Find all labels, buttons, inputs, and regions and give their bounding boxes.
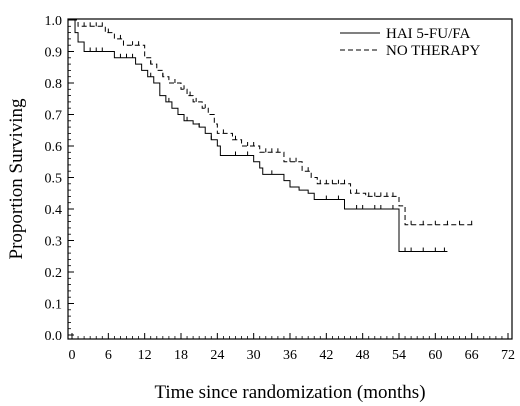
x-tick-label: 12	[138, 348, 152, 363]
y-tick-label: 0.7	[45, 109, 63, 124]
x-tick-label: 42	[319, 348, 333, 363]
y-tick-label: 0.2	[45, 266, 63, 281]
x-tick-label: 36	[283, 348, 297, 363]
legend: HAI 5-FU/FA NO THERAPY	[340, 26, 480, 59]
x-tick-label: 72	[501, 348, 515, 363]
x-tick-label: 66	[465, 348, 479, 363]
x-tick-label: 54	[392, 348, 406, 363]
y-tick-label: 0.0	[45, 329, 63, 344]
x-tick-label: 48	[356, 348, 370, 363]
x-tick-label: 6	[105, 348, 112, 363]
legend-label-hai: HAI 5-FU/FA	[386, 26, 470, 42]
y-tick-label: 0.5	[45, 172, 63, 187]
x-tick-label: 0	[69, 348, 76, 363]
plot-area	[67, 18, 513, 340]
y-tick-label: 0.9	[45, 46, 63, 61]
x-tick-label: 24	[210, 348, 224, 363]
x-tick-label: 60	[428, 348, 442, 363]
series-line-no-therapy	[72, 19, 475, 226]
series-layer	[72, 19, 475, 253]
x-axis-title: Time since randomization (months)	[154, 382, 425, 403]
legend-label-no-therapy: NO THERAPY	[386, 43, 480, 59]
y-axis-ticks: 0.0 0.1 0.2 0.3 0.4 0.5 0.6 0.7 0.8 0.9 1.0	[45, 14, 74, 344]
y-tick-label: 0.6	[45, 140, 63, 155]
x-axis-ticks: 0 6 12 18 24 30 36 42 48 54 60 66 72	[69, 333, 515, 363]
y-tick-label: 0.1	[45, 298, 63, 313]
y-tick-label: 0.8	[45, 77, 63, 92]
x-tick-label: 30	[247, 348, 261, 363]
x-tick-label: 18	[174, 348, 188, 363]
y-axis-title: Proportion Surviving	[6, 98, 27, 259]
y-tick-label: 0.4	[45, 203, 63, 218]
y-tick-label: 1.0	[45, 14, 63, 29]
plot-frame	[67, 18, 513, 340]
y-tick-label: 0.3	[45, 235, 63, 250]
